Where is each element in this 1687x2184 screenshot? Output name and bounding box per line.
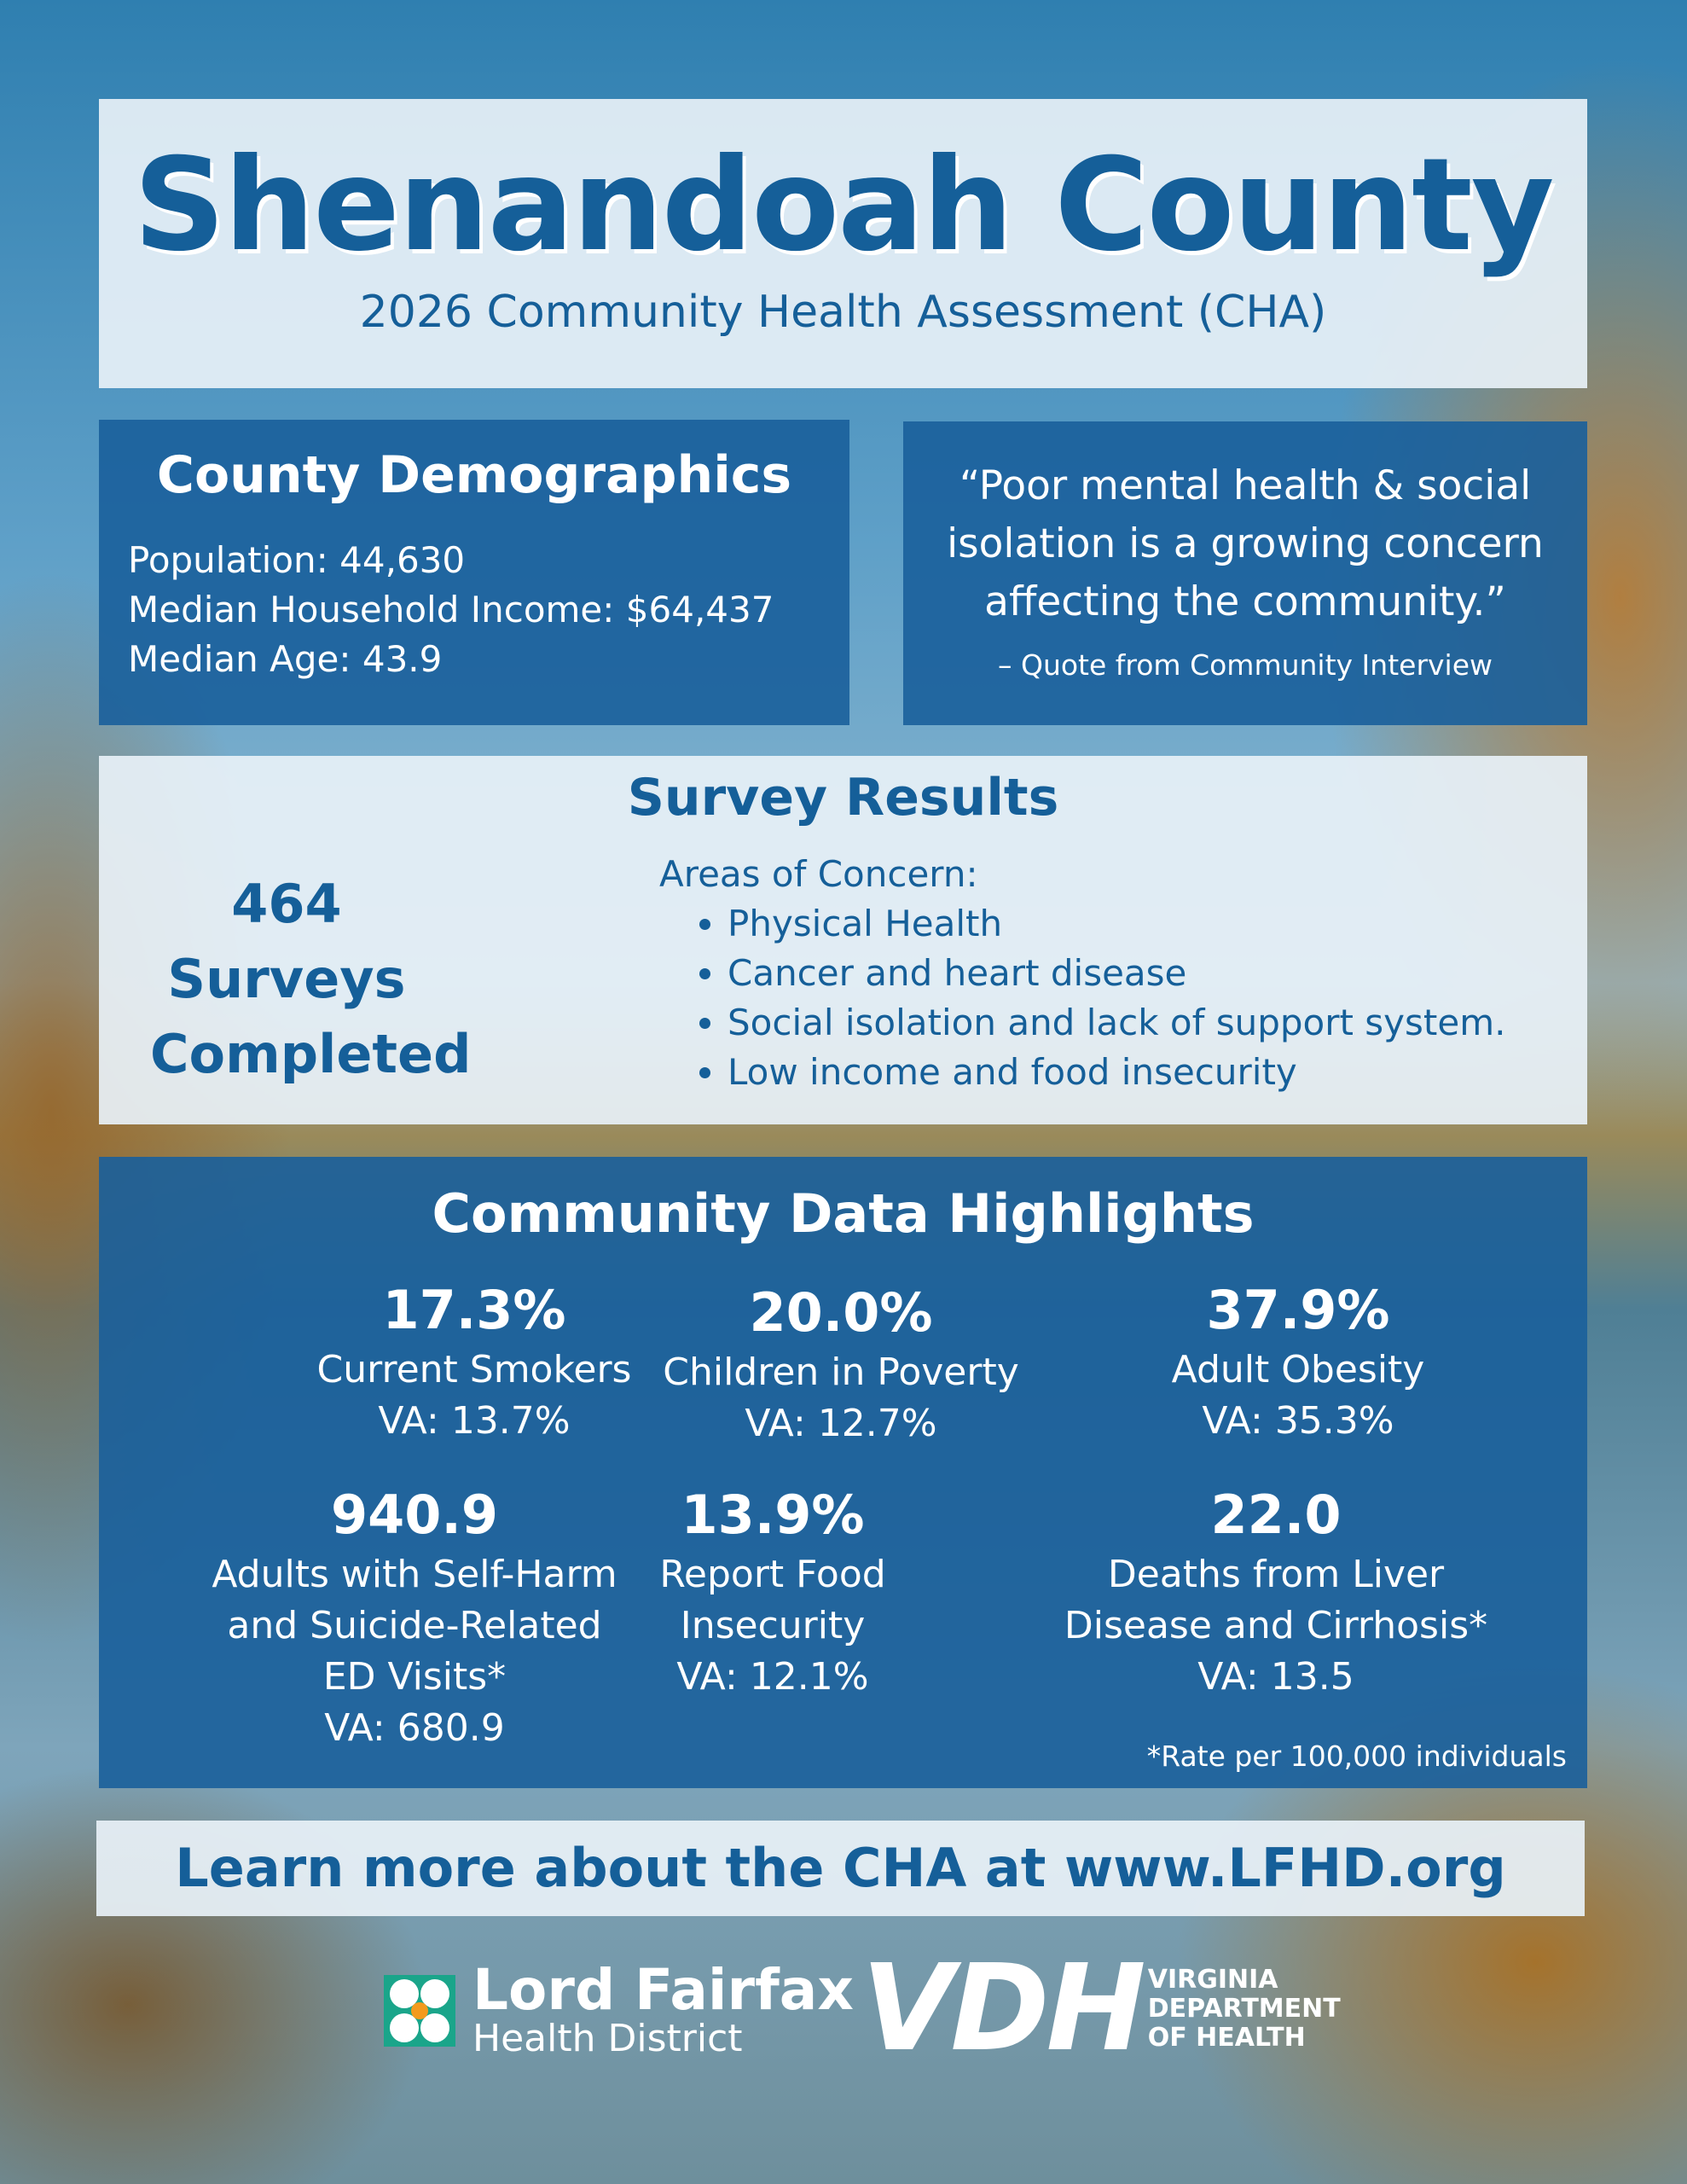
flower-logo-icon — [384, 1975, 455, 2047]
survey-count-line: 464 Surveys — [167, 873, 406, 1010]
stat-poverty: 20.0% Children in Poverty VA: 12.7% — [602, 1279, 1080, 1449]
stat-value: 20.0% — [749, 1281, 933, 1344]
quote-attribution: – Quote from Community Interview — [997, 648, 1493, 682]
highlights-panel: Community Data Highlights 17.3% Current S… — [99, 1157, 1587, 1788]
stat-liver-disease: 22.0 Deaths from Liver Disease and Cirrho… — [1037, 1481, 1515, 1703]
areas-label: Areas of Concern: — [659, 853, 978, 895]
lfhd-logo: Lord Fairfax Health District — [384, 1962, 854, 2059]
quote-text: “Poor mental health & social isolation i… — [947, 462, 1544, 625]
rate-footnote: *Rate per 100,000 individuals — [1146, 1740, 1567, 1773]
stat-value: 37.9% — [1206, 1279, 1390, 1341]
lfhd-name: Lord Fairfax — [472, 1957, 854, 2023]
vdh-line: DEPARTMENT — [1147, 1994, 1341, 2024]
vdh-logo: VDH VIRGINIA DEPARTMENT OF HEALTH — [861, 1939, 1341, 2078]
stat-va: VA: 12.7% — [745, 1402, 937, 1445]
survey-heading: Survey Results — [627, 768, 1059, 828]
stat-label: Adults with Self-Harm and Suicide-Relate… — [212, 1553, 617, 1699]
stat-value: 13.9% — [681, 1484, 865, 1546]
survey-count-line: Completed — [150, 1023, 472, 1085]
learn-more-link[interactable]: Learn more about the CHA at www.LFHD.org — [96, 1821, 1585, 1916]
survey-panel: Survey Results 464 Surveys Completed Are… — [99, 756, 1587, 1124]
stat-va: VA: 35.3% — [1202, 1399, 1394, 1443]
title-panel: Shenandoah County 2026 Community Health … — [99, 99, 1587, 388]
page-subtitle: 2026 Community Health Assessment (CHA) — [359, 287, 1327, 338]
stat-food-insecurity: 13.9% Report Food Insecurity VA: 12.1% — [611, 1481, 935, 1703]
stat-va: VA: 680.9 — [324, 1706, 505, 1750]
stat-va: VA: 13.7% — [378, 1399, 571, 1443]
quote-panel: “Poor mental health & social isolation i… — [903, 421, 1587, 725]
demographics-heading: County Demographics — [156, 445, 792, 505]
stat-label: Adult Obesity — [1171, 1348, 1425, 1391]
stat-obesity: 37.9% Adult Obesity VA: 35.3% — [1059, 1276, 1537, 1447]
stat-label: Report Food Insecurity — [659, 1553, 886, 1647]
demographics-panel: County Demographics Population: 44,630 M… — [99, 420, 849, 725]
stat-self-harm: 940.9 Adults with Self-Harm and Suicide-R… — [176, 1481, 653, 1754]
vdh-mark: VDH — [861, 1939, 1146, 2078]
stat-va: VA: 13.5 — [1197, 1655, 1354, 1699]
list-item: Physical Health — [728, 899, 1506, 949]
stat-label: Deaths from Liver Disease and Cirrhosis* — [1064, 1553, 1488, 1647]
stat-label: Children in Poverty — [663, 1350, 1019, 1394]
areas-of-concern: Areas of Concern: Physical Health Cancer… — [659, 850, 1506, 1097]
vdh-line: VIRGINIA — [1147, 1965, 1278, 1995]
stat-va: VA: 12.1% — [676, 1655, 869, 1699]
median-age: Median Age: 43.9 — [128, 638, 443, 680]
stat-value: 17.3% — [382, 1279, 566, 1341]
page-title: Shenandoah County — [133, 131, 1554, 280]
stat-label: Current Smokers — [316, 1348, 632, 1391]
list-item: Cancer and heart disease — [728, 949, 1506, 998]
population: Population: 44,630 — [128, 539, 466, 581]
list-item: Social isolation and lack of support sys… — [728, 998, 1506, 1048]
lfhd-subname: Health District — [472, 2017, 743, 2060]
survey-count: 464 Surveys Completed — [150, 867, 472, 1092]
vdh-line: OF HEALTH — [1147, 2023, 1306, 2053]
stat-smokers: 17.3% Current Smokers VA: 13.7% — [235, 1276, 713, 1447]
list-item: Low income and food insecurity — [728, 1048, 1506, 1097]
stat-value: 940.9 — [330, 1484, 499, 1546]
highlights-heading: Community Data Highlights — [432, 1182, 1255, 1245]
stat-value: 22.0 — [1210, 1484, 1342, 1546]
median-income: Median Household Income: $64,437 — [128, 589, 774, 630]
